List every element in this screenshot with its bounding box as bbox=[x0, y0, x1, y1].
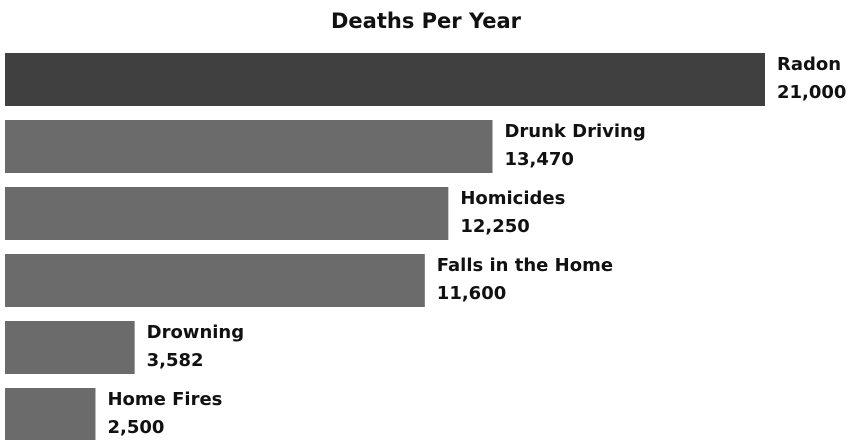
value-label: 13,470 bbox=[504, 149, 573, 170]
bar bbox=[5, 254, 425, 307]
chart-title: Deaths Per Year bbox=[331, 9, 522, 33]
bar bbox=[5, 53, 765, 106]
category-label: Falls in the Home bbox=[437, 255, 613, 276]
category-label: Drowning bbox=[147, 322, 245, 343]
value-label: 12,250 bbox=[460, 216, 529, 237]
category-label: Radon bbox=[777, 54, 841, 75]
category-label: Home Fires bbox=[107, 389, 222, 410]
value-label: 21,000 bbox=[777, 82, 846, 103]
bar bbox=[5, 321, 135, 374]
bar bbox=[5, 388, 96, 440]
bar bbox=[5, 187, 449, 240]
bar bbox=[5, 120, 493, 173]
value-label: 3,582 bbox=[147, 350, 204, 371]
value-label: 2,500 bbox=[107, 417, 164, 438]
value-label: 11,600 bbox=[437, 283, 506, 304]
category-label: Homicides bbox=[460, 188, 565, 209]
category-label: Drunk Driving bbox=[504, 121, 645, 142]
